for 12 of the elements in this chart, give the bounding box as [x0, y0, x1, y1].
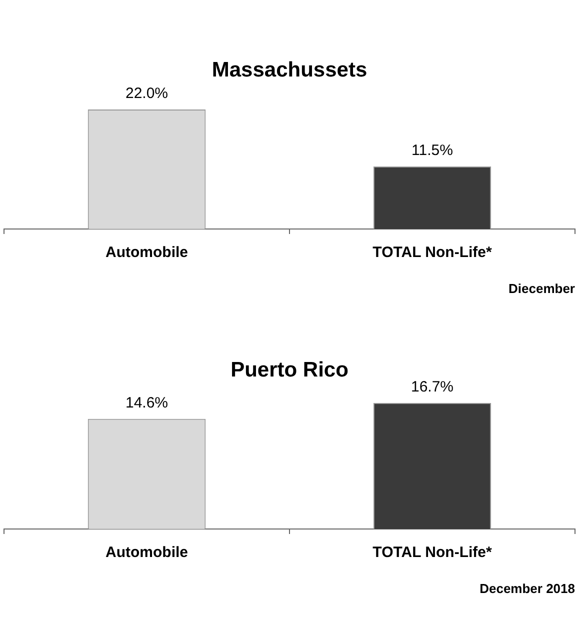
text: Diecember [508, 281, 575, 296]
x-tick-label: TOTAL Non-Life* [372, 544, 492, 562]
chart-title: Puerto Rico [230, 358, 348, 382]
data-label: 14.6% [125, 394, 168, 412]
x-tick-label: TOTAL Non-Life* [372, 244, 492, 262]
chart-title: Massachussets [212, 58, 368, 82]
x-tick-label: Automobile [106, 244, 188, 262]
x-tick-label: Automobile [106, 544, 188, 562]
data-label: 16.7% [410, 378, 454, 396]
text: December 2018 [480, 581, 575, 596]
data-label: 22.0% [125, 85, 168, 102]
data-label: 11.5% [412, 142, 453, 160]
